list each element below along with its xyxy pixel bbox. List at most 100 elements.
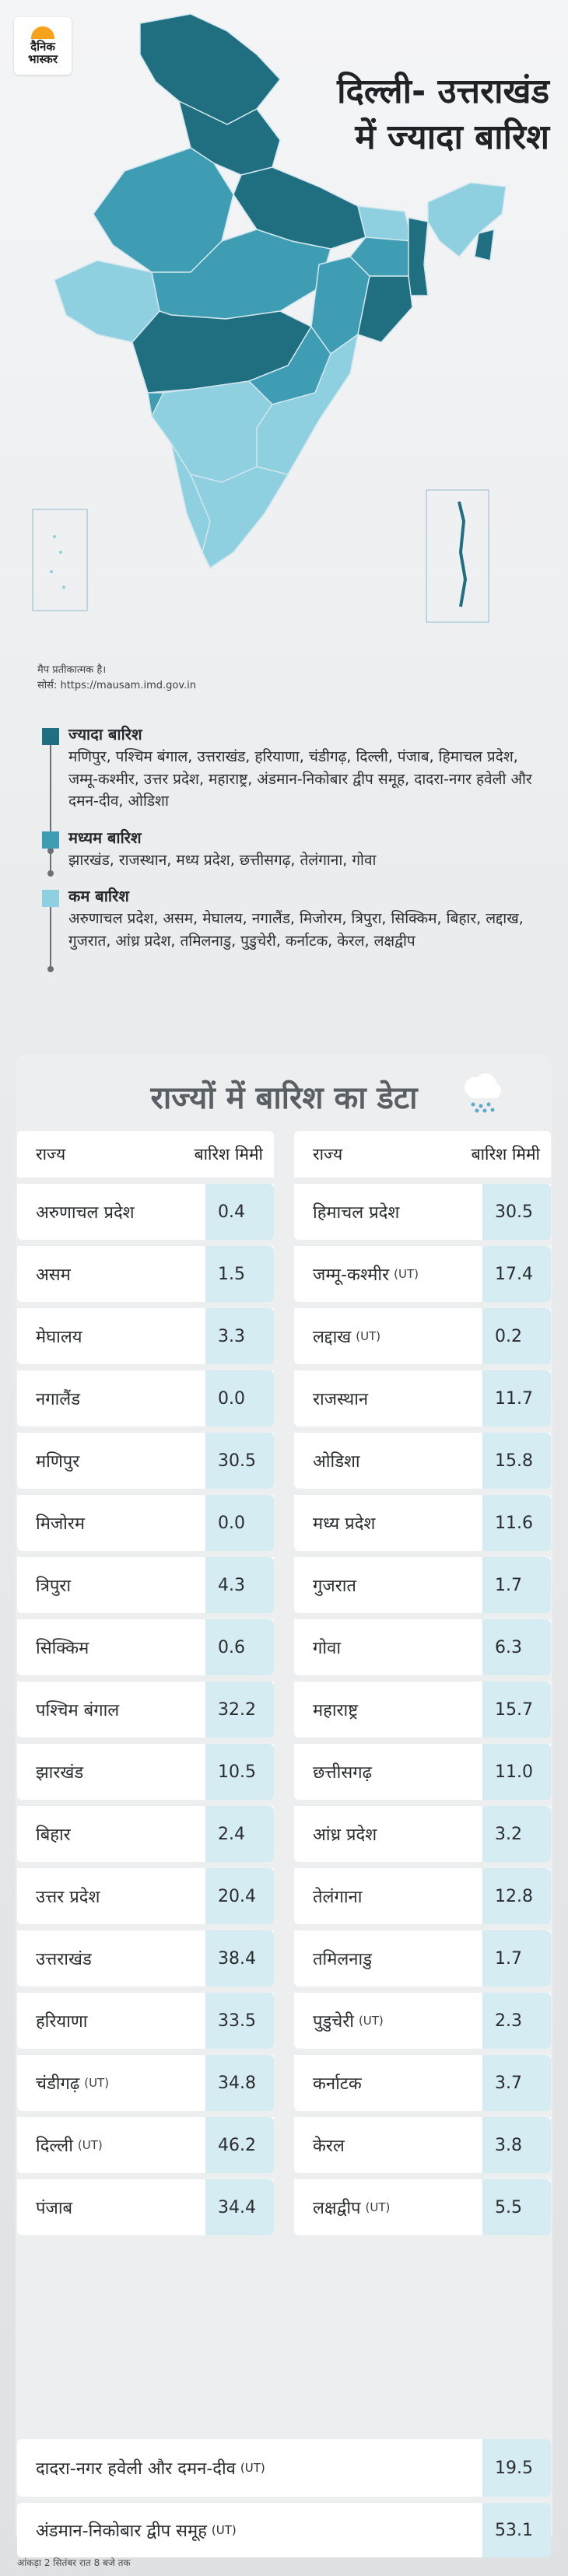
state-name-text: झारखंड <box>36 1763 84 1783</box>
state-name: झारखंड <box>17 1744 205 1800</box>
rainfall-value: 0.0 <box>205 1495 274 1551</box>
state-name-text: पंजाब <box>36 2199 73 2218</box>
table-row: कर्नाटक 3.7 <box>294 2049 551 2111</box>
rainfall-value: 17.4 <box>482 1246 551 1302</box>
legend-item-low: कम बारिश अरुणाचल प्रदेश, असम, मेघालय, नग… <box>37 885 543 972</box>
legend-swatch-heavy <box>42 728 59 745</box>
state-name-text: नगालैंड <box>36 1390 80 1409</box>
legend-title-heavy: ज्यादा बारिश <box>68 725 142 744</box>
state-name-text: मेघालय <box>36 1328 82 1347</box>
state-name-text: दादरा-नगर हवेली और दमन-दीव <box>36 2459 236 2479</box>
state-name: असम <box>17 1246 205 1302</box>
state-name: हिमाचल प्रदेश <box>294 1184 482 1240</box>
state-name-text: तमिलनाडु <box>313 1950 372 1969</box>
table-row: आंध्र प्रदेश 3.2 <box>294 1800 551 1862</box>
legend-swatch-low <box>42 890 59 907</box>
ut-tag: (UT) <box>356 1329 381 1343</box>
legend-text-heavy: मणिपुर, पश्चिम बंगाल, उत्तराखंड, हरियाणा… <box>68 748 532 810</box>
legend-dot <box>47 870 54 877</box>
state-name-text: तेलंगाना <box>313 1888 363 1907</box>
state-name: हरियाणा <box>17 1993 205 2049</box>
state-name: उत्तराखंड <box>17 1930 205 1986</box>
table-row-wide: दादरा-नगर हवेली और दमन-दीव (UT) 19.5 <box>17 2439 551 2497</box>
ut-tag: (UT) <box>358 2014 384 2028</box>
rainfall-value: 3.8 <box>482 2117 551 2173</box>
rainfall-legend: ज्यादा बारिश मणिपुर, पश्चिम बंगाल, उत्तर… <box>37 723 543 972</box>
table-row: मेघालय 3.3 <box>17 1302 274 1364</box>
table-row: त्रिपुरा 4.3 <box>17 1551 274 1613</box>
rainfall-value: 3.2 <box>482 1806 551 1862</box>
table-row: मध्य प्रदेश 11.6 <box>294 1489 551 1551</box>
table-row: झारखंड 10.5 <box>17 1738 274 1800</box>
state-name-text: बिहार <box>36 1825 71 1845</box>
state-name-text: गोवा <box>313 1639 342 1658</box>
logo-text-line1: दैनिक <box>30 39 55 54</box>
state-name-text: छत्तीसगढ़ <box>313 1763 372 1783</box>
state-name: दादरा-नगर हवेली और दमन-दीव (UT) <box>17 2439 482 2497</box>
rainfall-value: 30.5 <box>205 1433 274 1489</box>
map-region-karnataka <box>151 380 273 483</box>
table-row: गोवा 6.3 <box>294 1613 551 1675</box>
state-name: गुजरात <box>294 1557 482 1613</box>
map-disclaimer: मैप प्रतीकात्मक है। <box>37 664 107 676</box>
map-region-west-bengal <box>408 217 429 296</box>
dainik-bhaskar-logo: दैनिक भास्कर <box>14 17 72 75</box>
rainfall-value: 11.0 <box>482 1744 551 1800</box>
state-name-text: पश्चिम बंगाल <box>36 1701 120 1720</box>
table-row: जम्मू-कश्मीर (UT) 17.4 <box>294 1240 551 1302</box>
rainfall-value: 11.6 <box>482 1495 551 1551</box>
map-inset-lakshadweep <box>32 509 88 611</box>
table-row: हरियाणा 33.5 <box>17 1986 274 2049</box>
map-note: मैप प्रतीकात्मक है। सोर्स: https://mausa… <box>37 663 196 693</box>
state-name: मेघालय <box>17 1308 205 1364</box>
rainfall-value: 34.8 <box>205 2055 274 2111</box>
rainfall-value: 6.3 <box>482 1619 551 1675</box>
ut-tag: (UT) <box>211 2523 237 2537</box>
table-column-left: राज्य बारिश मिमी अरुणाचल प्रदेश 0.4 असम 1.5… <box>17 1131 274 2235</box>
rainfall-value: 2.3 <box>482 1993 551 2049</box>
table-row: हिमाचल प्रदेश 30.5 <box>294 1178 551 1240</box>
rainfall-value: 32.2 <box>205 1682 274 1738</box>
state-name-text: कर्नाटक <box>313 2074 362 2094</box>
state-name-text: आंध्र प्रदेश <box>313 1825 377 1845</box>
state-name-text: मिजोरम <box>36 1514 86 1534</box>
table-row: गुजरात 1.7 <box>294 1551 551 1613</box>
state-name-text: मणिपुर <box>36 1452 80 1472</box>
table-row-wide: अंडमान-निकोबार द्वीप समूह (UT) 53.1 <box>17 2503 551 2557</box>
state-name-text: राजस्थान <box>313 1390 369 1409</box>
map-region-odisha <box>357 275 413 343</box>
table-row: लक्षद्वीप (UT) 5.5 <box>294 2173 551 2235</box>
rainfall-value: 34.4 <box>205 2179 274 2235</box>
table-row: उत्तराखंड 38.4 <box>17 1924 274 1986</box>
state-name: तमिलनाडु <box>294 1930 482 1986</box>
map-inset-andaman <box>426 489 489 623</box>
table-row: ओडिशा 15.8 <box>294 1426 551 1489</box>
rainfall-value: 1.5 <box>205 1246 274 1302</box>
state-name: पंजाब <box>17 2179 205 2235</box>
headline-line2: में ज्यादा बारिश <box>355 117 549 158</box>
table-header-row: राज्य बारिश मिमी <box>294 1131 551 1178</box>
state-name-text: पुडुचेरी <box>313 2012 354 2032</box>
rainfall-value: 46.2 <box>205 2117 274 2173</box>
rainfall-value: 0.4 <box>205 1184 274 1240</box>
state-name: मध्य प्रदेश <box>294 1495 482 1551</box>
ut-tag: (UT) <box>365 2200 391 2214</box>
legend-item-medium: मध्यम बारिश झारखंड, राजस्थान, मध्य प्रदे… <box>37 827 543 877</box>
india-map-svg <box>32 13 507 623</box>
state-name-text: उत्तर प्रदेश <box>36 1888 100 1907</box>
table-row: बिहार 2.4 <box>17 1800 274 1862</box>
state-name-text: हिमाचल प्रदेश <box>313 1203 400 1223</box>
rainfall-value: 3.3 <box>205 1308 274 1364</box>
table-row: चंडीगढ़ (UT) 34.8 <box>17 2049 274 2111</box>
rainfall-table-card: राज्यों में बारिश का डेटा राज्य बारिश मि… <box>16 1053 552 2557</box>
state-name: चंडीगढ़ (UT) <box>17 2055 205 2111</box>
state-name-text: सिक्किम <box>36 1639 89 1658</box>
state-name: पश्चिम बंगाल <box>17 1682 205 1738</box>
rainfall-value: 1.7 <box>482 1930 551 1986</box>
table-row: तेलंगाना 12.8 <box>294 1862 551 1924</box>
state-name-text: महाराष्ट्र <box>313 1701 359 1720</box>
state-name: केरल <box>294 2117 482 2173</box>
rainfall-value: 15.8 <box>482 1433 551 1489</box>
legend-dot <box>47 966 54 972</box>
state-name: आंध्र प्रदेश <box>294 1806 482 1862</box>
